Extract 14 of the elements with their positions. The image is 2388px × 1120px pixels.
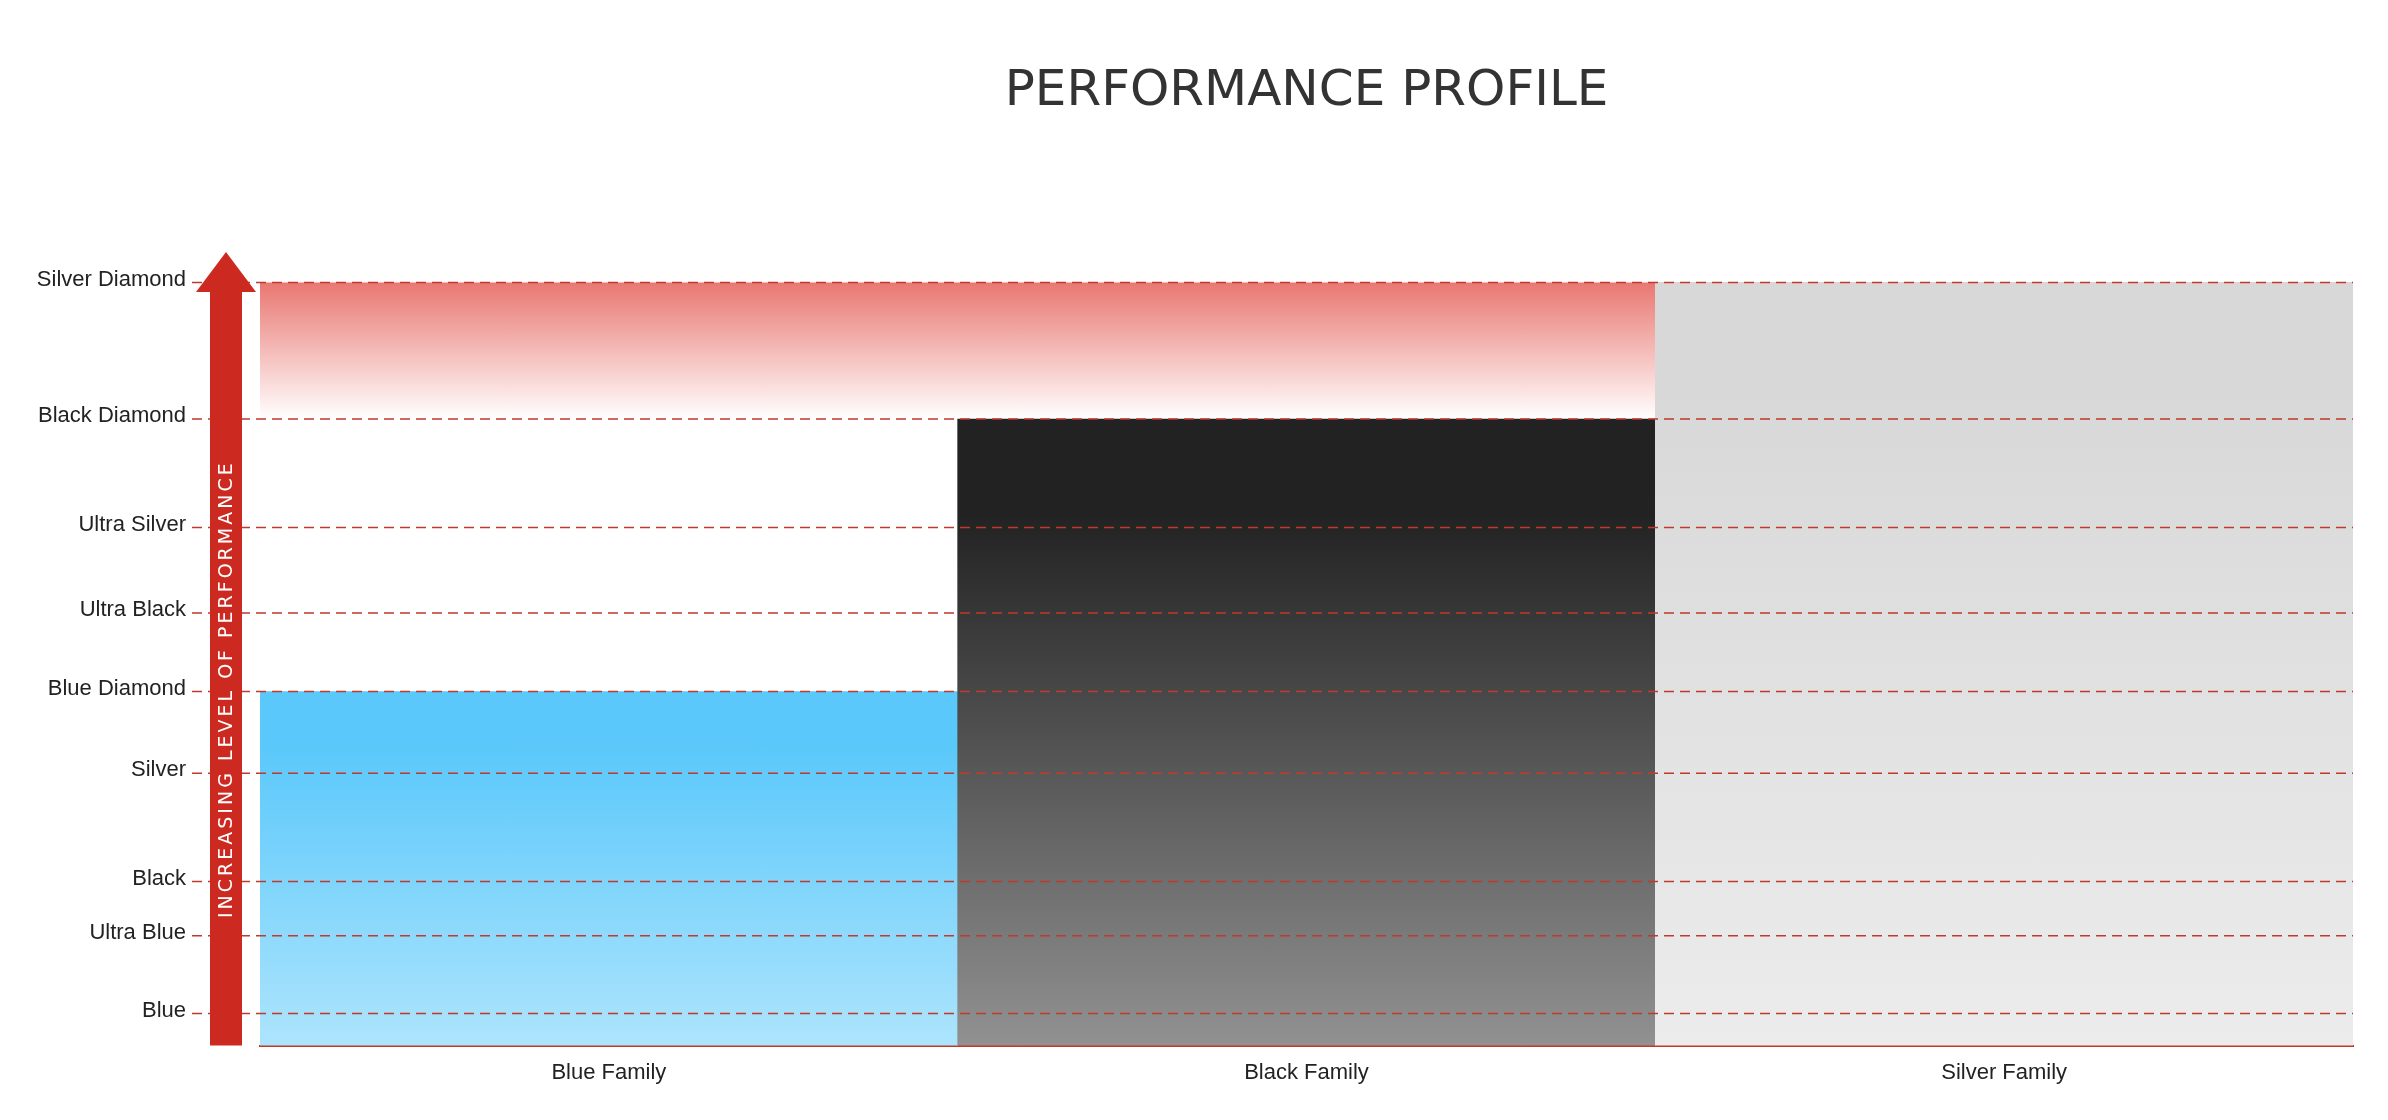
- ref-line-label: Ultra Black: [79, 596, 187, 621]
- ref-line-label: Silver Diamond: [36, 265, 186, 291]
- chart-title: PERFORMANCE PROFILE: [1004, 58, 1609, 117]
- ref-line-label: Blue Diamond: [47, 674, 186, 700]
- ref-line-label: Silver: [130, 756, 186, 782]
- ref-line-label: Black: [132, 864, 187, 890]
- ref-line-label: Ultra Blue: [89, 918, 186, 944]
- ref-line-label: Blue: [141, 996, 186, 1022]
- x-tick-label: Blue Family: [551, 1058, 667, 1084]
- x-tick-label: Silver Family: [1941, 1058, 2068, 1084]
- ref-line-label: Black Diamond: [38, 402, 186, 428]
- x-tick-label: Black Family: [1244, 1058, 1369, 1084]
- ref-line-label: Ultra Silver: [78, 510, 186, 536]
- y-axis-title: INCREASING LEVEL OF PERFORMANCE: [214, 460, 236, 918]
